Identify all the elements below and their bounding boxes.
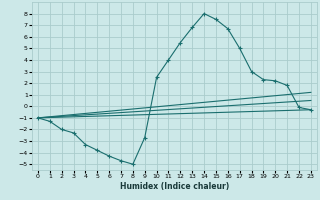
X-axis label: Humidex (Indice chaleur): Humidex (Indice chaleur) [120,182,229,191]
